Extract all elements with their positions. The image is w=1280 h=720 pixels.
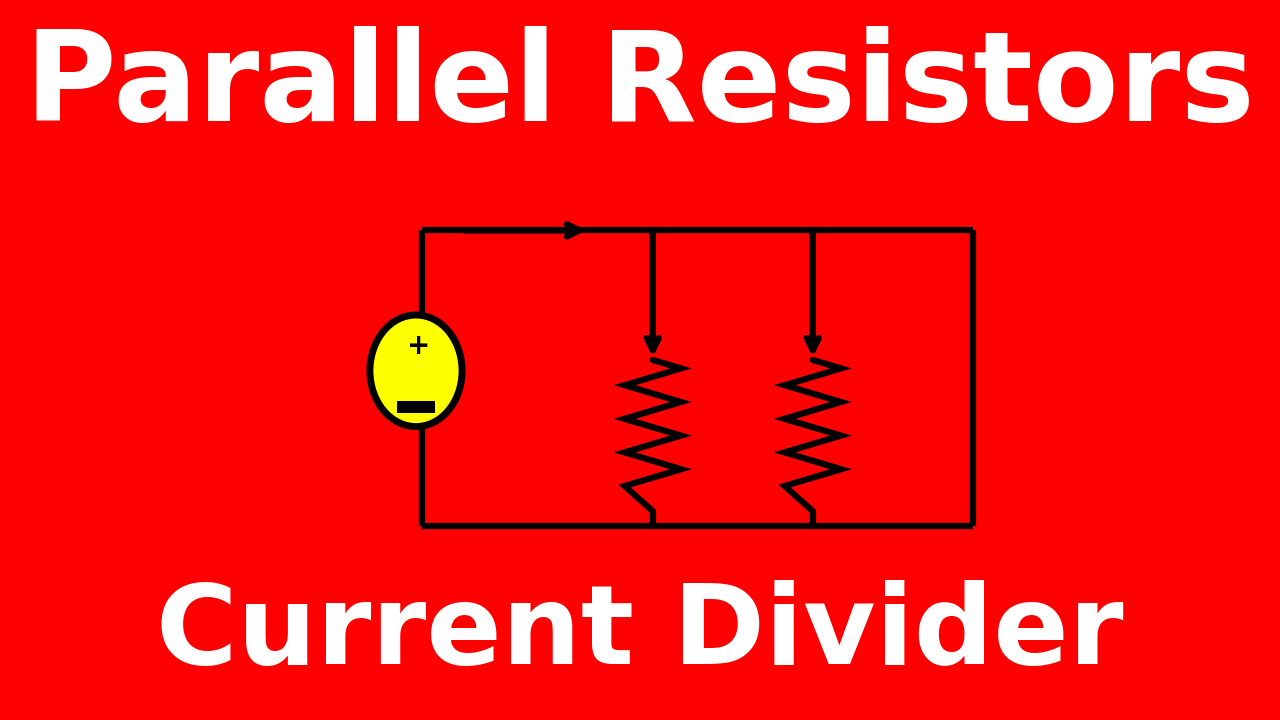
Text: Current Divider: Current Divider: [156, 580, 1124, 687]
Text: +: +: [407, 332, 430, 359]
Text: Parallel Resistors: Parallel Resistors: [26, 26, 1254, 147]
Bar: [397, 401, 435, 413]
Ellipse shape: [370, 315, 462, 426]
